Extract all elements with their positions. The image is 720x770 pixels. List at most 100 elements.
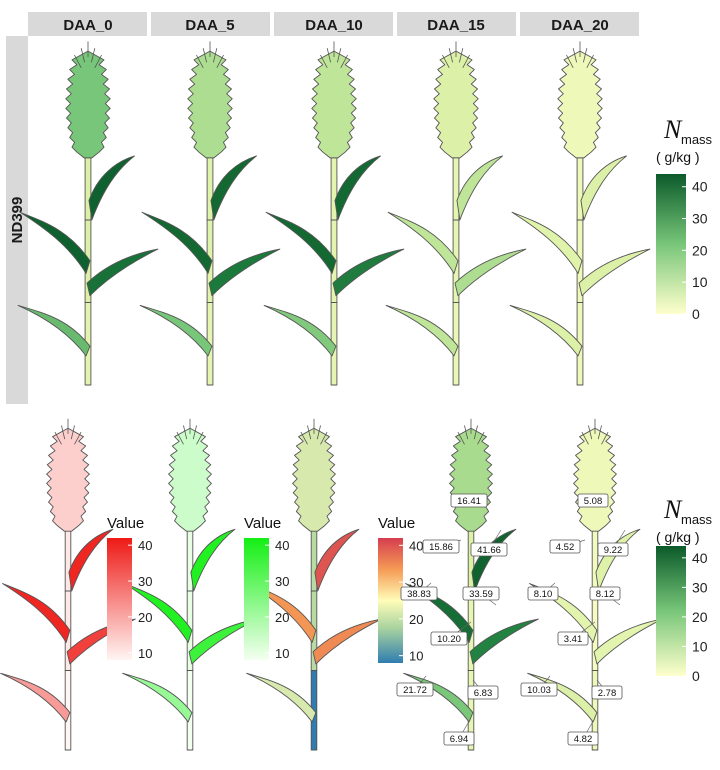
- legend-value-spectral: Value 10 20 30 40: [378, 515, 423, 664]
- awn: [91, 48, 96, 63]
- value-label-DAA_20-flag_leaf: 9.22: [604, 545, 623, 556]
- legend-tick-label: 20: [692, 609, 708, 625]
- value-label-DAA_15-ear: 16.41: [457, 496, 481, 507]
- legend-title-n: N: [663, 495, 683, 524]
- legend-unit: ( g/kg ): [656, 529, 700, 545]
- awn: [462, 54, 470, 68]
- awn: [464, 425, 469, 440]
- legend-tick-label: 20: [692, 242, 708, 258]
- value-label-box: [549, 539, 581, 554]
- awn: [176, 431, 184, 445]
- legend-unit: ( g/kg ): [656, 149, 700, 165]
- value-label-DAA_20-base: 4.82: [574, 734, 593, 745]
- strip-DAA_15: DAA_15: [397, 12, 516, 36]
- value-label-DAA_15-lower_leaf: 21.72: [403, 685, 427, 696]
- leaf-flag: [314, 528, 360, 592]
- ear: [449, 427, 493, 532]
- awn: [320, 431, 328, 445]
- value-label-box: [430, 631, 468, 646]
- leaf-4: [403, 672, 474, 723]
- legend-tick-label: 20: [275, 610, 289, 625]
- leaf-2: [387, 211, 459, 274]
- leaf-2: [19, 211, 91, 274]
- value-label-box: [450, 493, 488, 508]
- legend-tick-label: 40: [275, 538, 289, 553]
- value-label-DAA_15-lower_stem: 6.83: [474, 688, 493, 699]
- awn: [459, 48, 464, 63]
- legend-tick-label: 30: [138, 574, 152, 589]
- value-label-box: [520, 682, 558, 697]
- value-labels: 16.41 15.86 41.66 38.83 33.59 10.20 21.72 6.83 6…: [396, 493, 629, 746]
- awn: [70, 425, 75, 440]
- strip-DAA_10: DAA_10: [274, 12, 393, 36]
- awn: [196, 54, 204, 68]
- legend-value-title: Value: [378, 515, 415, 532]
- leaf-4: [0, 672, 71, 723]
- leaf-flag: [456, 155, 504, 221]
- leaf-3: [312, 618, 382, 665]
- awn: [473, 425, 478, 440]
- leaf-2: [529, 583, 598, 643]
- legend-title-mass: mass: [681, 132, 713, 147]
- plant-DAA_0-row2: [0, 418, 136, 751]
- leaf-flag: [334, 155, 382, 221]
- value-label-box: [422, 539, 460, 554]
- awn: [566, 54, 574, 68]
- awn: [326, 48, 331, 63]
- leaf-flag: [190, 528, 236, 592]
- leaf-2: [265, 211, 337, 274]
- leaf-flag: [595, 528, 641, 592]
- legend-tick-label: 0: [692, 306, 700, 322]
- awn: [586, 54, 594, 68]
- awn: [94, 54, 102, 68]
- awn: [572, 48, 577, 63]
- leaf-2: [511, 211, 583, 274]
- legend-tick-label: 40: [692, 179, 708, 195]
- leaf-4: [139, 304, 213, 357]
- strip-DAA_0: DAA_0: [28, 12, 147, 36]
- leaf-3: [578, 248, 651, 297]
- value-label-DAA_20-leaf3: 8.10: [534, 589, 553, 600]
- value-label-box: [557, 631, 589, 646]
- ear: [311, 50, 357, 159]
- awn: [597, 425, 602, 440]
- value-label-box: [470, 542, 508, 557]
- awn: [192, 425, 197, 440]
- value-label-DAA_20-ear: 5.08: [584, 496, 603, 507]
- awn: [74, 431, 82, 445]
- value-label-box: [467, 685, 499, 700]
- awn: [202, 48, 207, 63]
- awn: [448, 48, 453, 63]
- awn: [320, 54, 328, 68]
- legend-value-green: Value 10 20 30 40: [244, 515, 289, 661]
- leaf-flag: [471, 528, 517, 592]
- strip-DAA_20: DAA_20: [520, 12, 639, 36]
- legend-tick-label: 30: [409, 575, 423, 590]
- ear: [168, 427, 212, 532]
- legend-value-title: Value: [107, 515, 144, 532]
- leaf-flag: [68, 528, 114, 592]
- leaf-4: [17, 304, 91, 357]
- awn: [196, 431, 204, 445]
- leaf-flag: [580, 155, 628, 221]
- strip-label: DAA_15: [427, 17, 485, 34]
- leaf-3: [208, 248, 281, 297]
- legend-tick-label: 30: [692, 211, 708, 227]
- plant-DAA_5-row2: [122, 418, 258, 751]
- leaf-4: [263, 304, 337, 357]
- awn: [316, 425, 321, 440]
- awn: [216, 54, 224, 68]
- ear: [187, 50, 233, 159]
- value-label-DAA_20-lower_stem: 2.78: [598, 688, 617, 699]
- legend-tick-label: 20: [138, 610, 152, 625]
- awn: [80, 48, 85, 63]
- legend-tick-label: 10: [692, 274, 708, 290]
- legend-tick-label: 10: [692, 638, 708, 654]
- awn: [213, 48, 218, 63]
- strip-genotype: ND399: [6, 36, 28, 404]
- awn: [54, 431, 62, 445]
- leaf-4: [385, 304, 459, 357]
- legend-tick-label: 20: [409, 612, 423, 627]
- leaf-3: [66, 618, 136, 665]
